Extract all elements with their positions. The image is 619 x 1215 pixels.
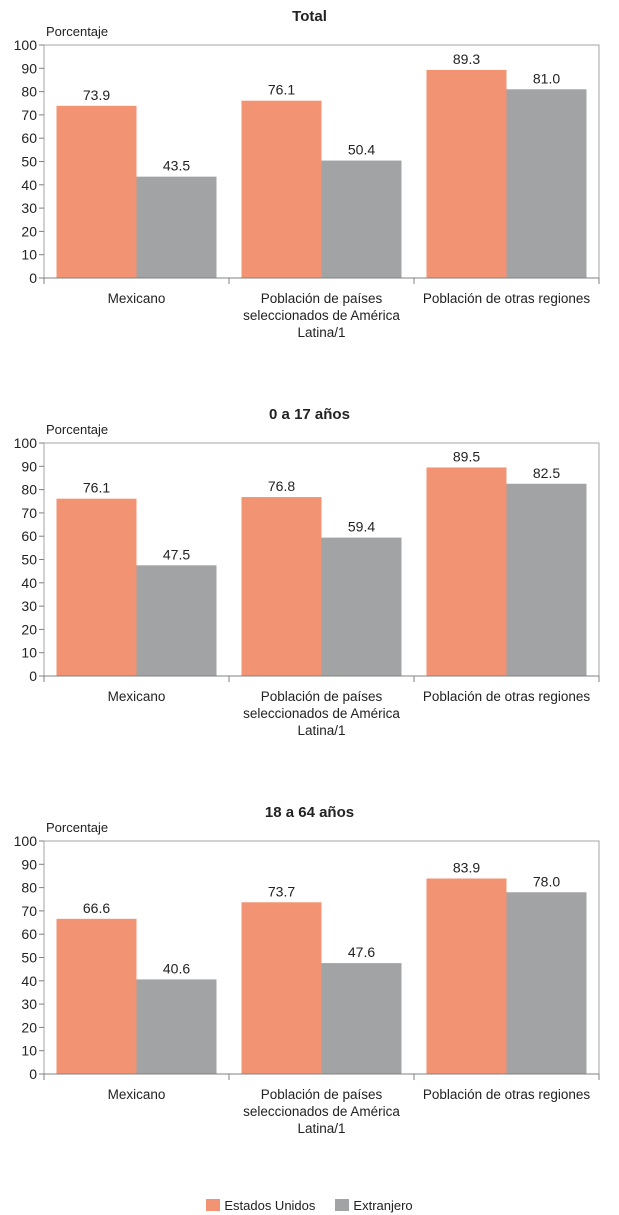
bar-estados-unidos [241,100,322,278]
x-tick-label: Latina/1 [297,723,345,738]
y-tick-label: 20 [21,621,37,637]
data-label: 83.9 [453,860,480,876]
y-tick-label: 70 [21,903,37,919]
data-label: 78.0 [533,873,560,889]
y-tick-label: 40 [21,575,37,591]
y-tick-label: 60 [21,528,37,544]
bar-extranjero [321,537,402,676]
y-tick-label: 80 [21,482,37,498]
legend-swatch-abroad [335,1199,350,1211]
y-axis-label: Porcentaje [46,24,108,39]
y-tick-label: 70 [21,107,37,123]
data-label: 76.1 [268,82,295,98]
y-tick-label: 40 [21,973,37,989]
y-tick-label: 50 [21,154,37,170]
bar-estados-unidos [56,105,137,278]
bar-extranjero [506,89,587,279]
data-label: 81.0 [533,70,560,86]
legend-label-us: Estados Unidos [224,1197,316,1213]
x-tick-label: Latina/1 [297,325,345,340]
y-tick-label: 100 [14,833,38,849]
bar-estados-unidos [426,878,507,1074]
data-label: 40.6 [163,960,190,976]
y-tick-label: 0 [29,270,37,286]
x-tick-label: seleccionados de América [243,706,400,721]
y-tick-label: 0 [29,1066,37,1082]
y-tick-label: 0 [29,668,37,684]
data-label: 89.5 [453,448,480,464]
x-tick-label: Mexicano [108,1087,166,1102]
data-label: 50.4 [348,142,375,158]
y-tick-label: 90 [21,856,37,872]
chart-title: Total [292,8,327,25]
bar-extranjero [506,483,587,676]
y-tick-label: 60 [21,926,37,942]
bar-estados-unidos [56,918,137,1074]
legend-item-us: Estados Unidos [206,1195,315,1215]
data-label: 66.6 [83,900,110,916]
y-tick-label: 30 [21,200,37,216]
x-tick-label: Mexicano [108,291,166,306]
x-tick-label: Población de países [261,291,383,306]
bar-extranjero [136,565,217,676]
y-tick-label: 20 [21,223,37,239]
legend-label-abroad: Extranjero [353,1197,413,1213]
data-label: 82.5 [533,465,560,481]
y-tick-label: 50 [21,552,37,568]
data-label: 76.8 [268,478,295,494]
data-label: 73.9 [83,87,110,103]
bar-estados-unidos [241,497,322,676]
y-axis-label: Porcentaje [46,422,108,437]
y-tick-label: 90 [21,458,37,474]
chart-title: 18 a 64 años [265,804,354,821]
y-tick-label: 80 [21,880,37,896]
x-tick-label: Latina/1 [297,1121,345,1136]
legend-swatch-us [206,1199,221,1211]
data-label: 47.6 [348,944,375,960]
data-label: 43.5 [163,158,190,174]
bar-extranjero [136,176,217,278]
y-tick-label: 90 [21,60,37,76]
x-tick-label: Población de países [261,1087,383,1102]
x-tick-label: Mexicano [108,689,166,704]
bar-extranjero [506,892,587,1074]
y-tick-label: 80 [21,84,37,100]
data-label: 76.1 [83,480,110,496]
bar-estados-unidos [426,69,507,278]
y-tick-label: 100 [14,37,38,53]
y-tick-label: 40 [21,177,37,193]
x-tick-label: Población de otras regiones [423,689,591,704]
legend: Estados Unidos Extranjero [0,1195,619,1215]
y-tick-label: 10 [21,1043,37,1059]
bar-extranjero [321,963,402,1074]
y-tick-label: 30 [21,598,37,614]
y-tick-label: 70 [21,505,37,521]
y-tick-label: 100 [14,435,38,451]
data-label: 73.7 [268,883,295,899]
x-tick-label: Población de países [261,689,383,704]
x-tick-label: Población de otras regiones [423,1087,591,1102]
y-tick-label: 10 [21,247,37,263]
bar-extranjero [136,979,217,1074]
bar-estados-unidos [56,498,137,676]
data-label: 47.5 [163,546,190,562]
y-axis-label: Porcentaje [46,820,108,835]
y-tick-label: 50 [21,950,37,966]
legend-item-abroad: Extranjero [335,1195,413,1215]
chart-title: 0 a 17 años [269,406,350,423]
y-tick-label: 10 [21,645,37,661]
x-tick-label: Población de otras regiones [423,291,591,306]
bar-estados-unidos [241,902,322,1074]
bar-estados-unidos [426,467,507,676]
x-tick-label: seleccionados de América [243,1104,400,1119]
y-tick-label: 30 [21,996,37,1012]
data-label: 59.4 [348,519,375,535]
bar-extranjero [321,160,402,278]
data-label: 89.3 [453,51,480,67]
y-tick-label: 20 [21,1019,37,1035]
y-tick-label: 60 [21,130,37,146]
x-tick-label: seleccionados de América [243,308,400,323]
